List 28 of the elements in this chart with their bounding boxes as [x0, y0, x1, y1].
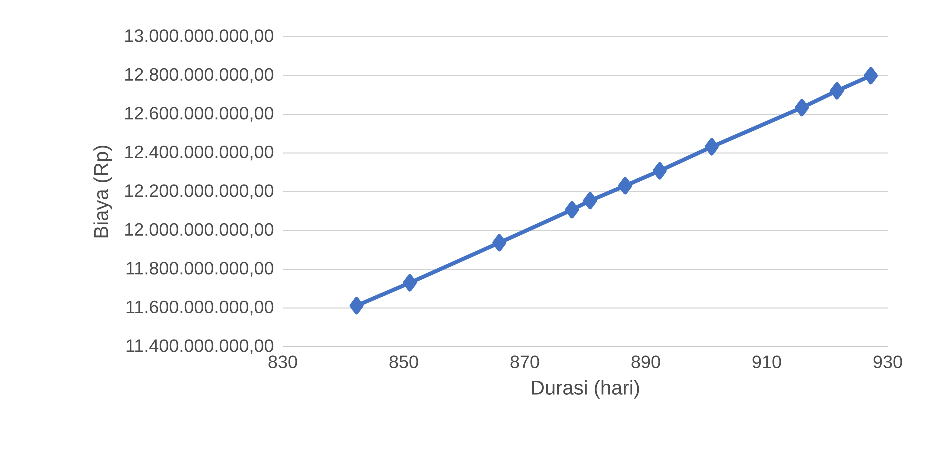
x-tick-label: 870 — [510, 356, 540, 368]
y-tick-label: 12.800.000.000,00 — [126, 68, 274, 84]
x-tick-label: 890 — [632, 356, 660, 368]
x-tick-label: 850 — [390, 356, 418, 368]
y-tick-label: 11.800.000.000,00 — [126, 262, 274, 277]
point — [403, 274, 418, 292]
x-tick-label: 930 — [874, 356, 902, 368]
point — [618, 177, 632, 195]
point — [704, 138, 719, 156]
point — [492, 234, 507, 252]
y-tick-label: 11.600.000.000,00 — [126, 300, 274, 316]
y-tick-label: 11.400.000.000,00 — [126, 340, 274, 354]
x-tick-label: 910 — [752, 356, 782, 368]
y-tick-label: 12.600.000.000,00 — [126, 107, 274, 122]
point — [830, 82, 844, 100]
x-axis-title: Durasi (hari) — [532, 380, 640, 399]
y-axis-title: Biaya (Rp) — [94, 146, 112, 238]
point — [350, 297, 364, 315]
x-tick-label: 830 — [268, 356, 298, 368]
y-tick-label: 12.400.000.000,00 — [126, 146, 274, 161]
point — [583, 192, 598, 210]
point — [565, 201, 580, 219]
y-tick-label: 13.000.000.000,00 — [126, 30, 274, 44]
point — [795, 99, 810, 117]
point — [864, 67, 878, 85]
y-tick-label: 12.000.000.000,00 — [126, 223, 274, 238]
y-tick-label: 12.200.000.000,00 — [126, 184, 274, 200]
point — [652, 162, 667, 180]
